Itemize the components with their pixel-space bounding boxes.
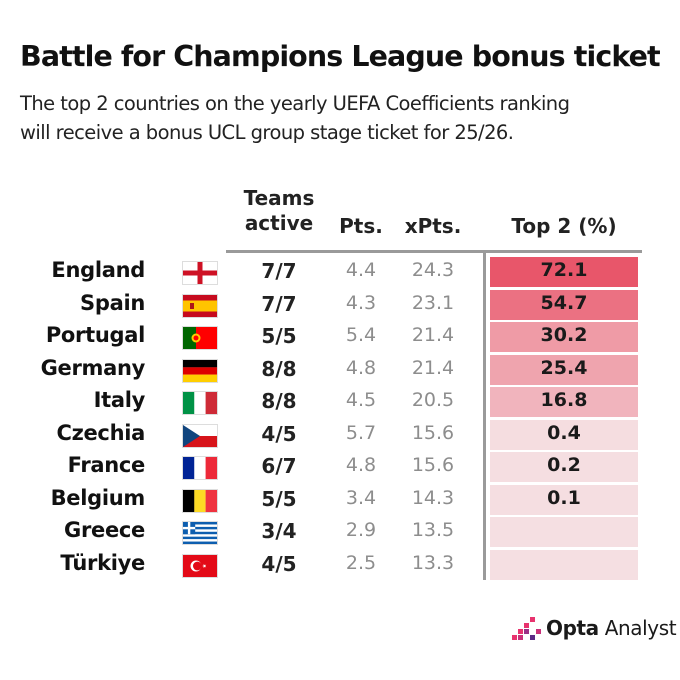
column-header-teams-line1: Teams (243, 186, 315, 210)
teams-active-value: 4/5 (261, 551, 297, 576)
top2-heat-cell: 30.2 (490, 322, 638, 352)
opta-logo-icon (512, 617, 541, 640)
table-row: Belgium 5/5 3.4 14.3 0.1 (0, 484, 680, 516)
country-name: France (67, 453, 146, 477)
teams-active-value: 5/5 (261, 324, 297, 348)
italy-flag-icon (182, 391, 218, 415)
teams-active-value: 8/8 (261, 356, 297, 381)
xpts-value: 21.4 (411, 356, 455, 379)
top2-heat-cell: 0.4 (490, 419, 638, 450)
pts-value: 2.5 (345, 551, 377, 574)
pts-value: 4.8 (345, 454, 377, 476)
country-name: Italy (93, 388, 146, 412)
top2-value: 30.2 (540, 324, 588, 346)
column-header-teams-active: Teams active (232, 186, 326, 236)
country-name: Czechia (56, 420, 145, 445)
opta-logo-text-rest: Analyst (598, 616, 677, 640)
pts-value: 4.4 (345, 259, 377, 281)
top2-value: 0.2 (547, 454, 581, 476)
opta-analyst-logo: Opta Analyst (512, 613, 677, 643)
country-name: Portugal (45, 323, 145, 347)
top2-heat-cell: 72.1 (490, 257, 638, 287)
country-name: Spain (80, 290, 145, 315)
teams-active-value: 3/4 (261, 519, 297, 543)
column-header-xpts: xPts. (404, 214, 462, 238)
chart-title: Battle for Champions League bonus ticket (20, 40, 661, 73)
xpts-value: 15.6 (411, 454, 455, 476)
xpts-value: 23.1 (411, 291, 455, 314)
column-header-teams-line2: active (244, 211, 314, 235)
table-row: Portugal 5/5 5.4 21.4 30.2 (0, 321, 680, 353)
pts-value: 4.5 (345, 389, 377, 411)
greece-flag-icon (182, 521, 218, 545)
teams-active-value: 8/8 (261, 389, 297, 413)
country-name: Türkiye (60, 550, 145, 575)
table-row: Greece 3/4 2.9 13.5 (0, 516, 680, 548)
country-name: Germany (40, 355, 146, 380)
pts-value: 5.7 (345, 421, 377, 444)
pts-value: 3.4 (345, 486, 377, 509)
turkiye-flag-icon (182, 553, 218, 578)
table-row: Czechia 4/5 5.7 15.6 0.4 (0, 419, 680, 451)
column-header-top2: Top 2 (%) (511, 214, 617, 238)
table-row: Italy 8/8 4.5 20.5 16.8 (0, 386, 680, 418)
top2-value: 72.1 (540, 259, 588, 281)
xpts-value: 15.6 (411, 421, 455, 444)
top2-value: 54.7 (540, 291, 588, 314)
top2-heat-cell: 0.2 (490, 452, 638, 482)
xpts-value: 13.5 (411, 519, 455, 541)
table-row: Türkiye 4/5 2.5 13.3 (0, 549, 680, 581)
teams-active-value: 7/7 (261, 291, 297, 316)
top2-heat-cell: 25.4 (490, 354, 638, 385)
pts-value: 4.3 (345, 291, 377, 314)
country-name: England (51, 258, 145, 282)
country-name: Belgium (50, 485, 146, 510)
teams-active-value: 4/5 (261, 421, 297, 446)
xpts-value: 13.3 (411, 551, 455, 574)
header-divider (226, 250, 642, 253)
top2-value: 25.4 (540, 356, 588, 379)
chart-subtitle-line1: The top 2 countries on the yearly UEFA C… (20, 92, 570, 115)
top2-heat-cell (490, 517, 638, 547)
belgium-flag-icon (182, 488, 218, 513)
xpts-value: 24.3 (411, 259, 455, 281)
column-header-pts: Pts. (339, 214, 383, 238)
top2-value: 0.1 (547, 486, 581, 509)
pts-value: 4.8 (345, 356, 377, 379)
germany-flag-icon (182, 358, 218, 383)
table-row: Germany 8/8 4.8 21.4 25.4 (0, 354, 680, 386)
pts-value: 2.9 (345, 519, 377, 541)
opta-logo-text: Opta Analyst (546, 616, 677, 640)
table-row: Spain 7/7 4.3 23.1 54.7 (0, 289, 680, 321)
teams-active-value: 6/7 (261, 454, 297, 478)
xpts-value: 21.4 (411, 324, 455, 346)
spain-flag-icon (182, 293, 218, 318)
teams-active-value: 5/5 (261, 486, 297, 511)
top2-heat-cell: 0.1 (490, 484, 638, 515)
column-divider (483, 252, 486, 580)
top2-heat-cell: 54.7 (490, 289, 638, 320)
table-row: England 7/7 4.4 24.3 72.1 (0, 256, 680, 288)
pts-value: 5.4 (345, 324, 377, 346)
england-flag-icon (182, 261, 218, 285)
top2-heat-cell (490, 549, 638, 580)
country-name: Greece (64, 518, 145, 542)
table-row: France 6/7 4.8 15.6 0.2 (0, 451, 680, 483)
czechia-flag-icon (182, 423, 218, 448)
top2-heat-cell: 16.8 (490, 387, 638, 417)
opta-logo-text-bold: Opta (546, 616, 599, 640)
xpts-value: 20.5 (411, 389, 455, 411)
portugal-flag-icon (182, 326, 218, 350)
france-flag-icon (182, 456, 218, 480)
xpts-value: 14.3 (411, 486, 455, 509)
teams-active-value: 7/7 (261, 259, 297, 283)
chart-subtitle-line2: will receive a bonus UCL group stage tic… (20, 121, 514, 144)
top2-value: 0.4 (547, 421, 581, 444)
top2-value: 16.8 (540, 389, 588, 411)
